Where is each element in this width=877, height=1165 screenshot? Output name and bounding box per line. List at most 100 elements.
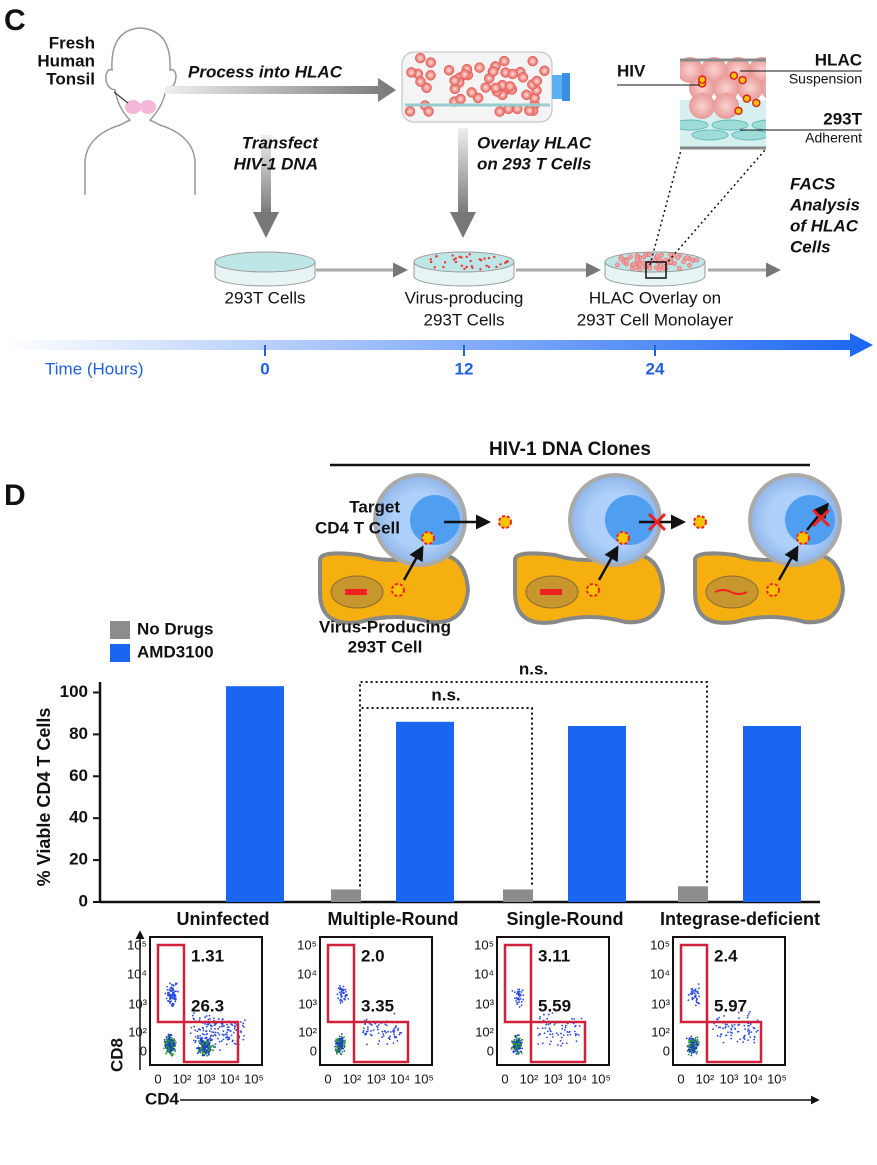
event [691, 1037, 694, 1040]
event [696, 1050, 699, 1053]
facs-label: Cells [790, 237, 831, 256]
event [389, 1035, 391, 1038]
event [698, 1002, 701, 1005]
event [719, 1035, 722, 1038]
cell [694, 257, 700, 263]
x-tick-label: 10³ [720, 1071, 739, 1086]
event [218, 1033, 221, 1036]
event [738, 1017, 741, 1019]
flask-cap [562, 73, 570, 101]
event [514, 997, 516, 1000]
event [543, 1032, 546, 1035]
virion [391, 583, 405, 597]
event [559, 1039, 562, 1042]
event [189, 1032, 192, 1035]
event [716, 1034, 719, 1037]
event [207, 1038, 210, 1041]
y-axis-label: % Viable CD4 T Cells [34, 708, 54, 887]
y-tick-label: 0 [310, 1043, 317, 1058]
event [376, 1025, 378, 1028]
pointer [113, 91, 129, 104]
event [549, 1030, 552, 1033]
event [516, 1045, 519, 1048]
event [208, 1014, 211, 1017]
event [691, 998, 694, 1001]
event [546, 1017, 549, 1020]
event [517, 992, 519, 994]
event [225, 1043, 228, 1046]
event [203, 1046, 206, 1049]
cell [634, 257, 640, 263]
event [563, 1029, 566, 1031]
event [687, 1049, 690, 1052]
event [196, 1052, 199, 1055]
event [228, 1036, 231, 1039]
event [230, 1023, 232, 1025]
inset-label: 293T [823, 109, 862, 128]
event [727, 1025, 730, 1028]
cell-label: Target [349, 497, 400, 516]
event [743, 1024, 746, 1027]
gate [705, 1020, 763, 1064]
event [197, 1035, 199, 1037]
event [387, 1030, 390, 1033]
event [518, 1040, 521, 1043]
event [170, 986, 173, 989]
event [385, 1024, 388, 1027]
event [520, 1052, 523, 1054]
virion [693, 515, 707, 529]
event [696, 997, 698, 1000]
event [520, 1000, 523, 1003]
inset-label: HLAC [815, 50, 862, 69]
event [336, 1050, 339, 1052]
event [515, 1053, 518, 1055]
inset [680, 57, 766, 148]
event [557, 1034, 560, 1036]
event [166, 1045, 168, 1048]
event [229, 1030, 232, 1033]
dish-top [214, 251, 316, 273]
event [385, 1031, 388, 1034]
event [377, 1043, 380, 1045]
cell [517, 72, 529, 83]
x-tick-label: 10⁵ [591, 1071, 611, 1086]
event [231, 1024, 234, 1027]
event [697, 992, 700, 995]
event [743, 1038, 746, 1040]
event [697, 983, 700, 985]
event [174, 1000, 177, 1003]
event [163, 1047, 165, 1050]
event [384, 1023, 387, 1026]
event [739, 1038, 741, 1041]
cell [451, 254, 454, 257]
event [521, 1038, 524, 1041]
virion [742, 94, 752, 103]
bar [226, 686, 284, 902]
event [693, 1046, 695, 1048]
bar [678, 886, 708, 902]
event [695, 1052, 698, 1055]
y-tick-label: 10⁵ [127, 937, 147, 952]
cell [415, 52, 426, 64]
cell [633, 265, 639, 271]
cell [641, 254, 647, 260]
event [696, 1041, 699, 1044]
event [519, 1043, 522, 1046]
event [685, 1037, 688, 1040]
cell [435, 255, 438, 258]
cell [429, 260, 433, 264]
event [205, 1036, 208, 1039]
event [382, 1035, 385, 1037]
event [555, 1032, 558, 1035]
event [241, 1024, 244, 1027]
cell [656, 257, 662, 262]
event [538, 1032, 541, 1035]
event [220, 1025, 223, 1028]
cell [415, 76, 426, 87]
event [175, 1041, 177, 1044]
cell [454, 260, 458, 264]
cell [474, 62, 485, 73]
event [568, 1031, 570, 1034]
dish-label: 293T Cells [424, 310, 505, 329]
